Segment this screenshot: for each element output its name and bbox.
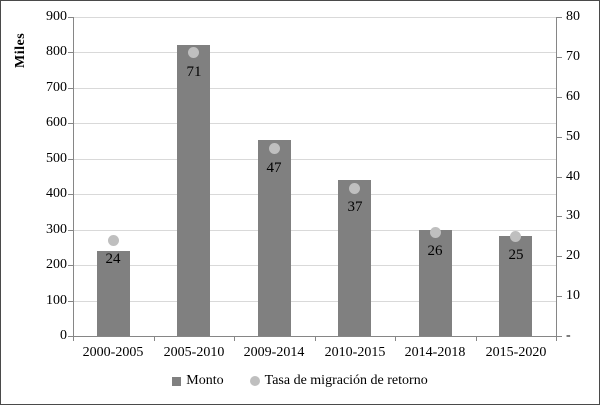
data-label-tasa: 24 xyxy=(105,251,121,267)
gridline xyxy=(73,123,556,124)
legend-circle-marker-icon xyxy=(249,376,260,386)
x-axis-tick xyxy=(234,337,235,341)
left-axis-tick-label: 200 xyxy=(46,257,67,272)
x-axis-tick xyxy=(154,337,155,341)
gridline xyxy=(73,194,556,195)
gridline xyxy=(73,52,556,53)
left-axis-tick-label: 500 xyxy=(46,151,67,166)
left-axis-tick-label: 0 xyxy=(60,328,67,343)
right-axis-tick-label: 50 xyxy=(566,129,580,144)
left-axis-tick-label: 600 xyxy=(46,115,67,130)
right-axis-tick-label: 80 xyxy=(566,9,580,24)
x-axis-category-label: 2010-2015 xyxy=(324,345,386,360)
data-label-tasa: 37 xyxy=(347,199,363,215)
x-axis-tick xyxy=(73,337,74,341)
bar-monto xyxy=(338,180,371,336)
left-axis-tick xyxy=(68,17,73,18)
left-axis-tick xyxy=(68,230,73,231)
right-axis-tick-label: 10 xyxy=(566,288,580,303)
left-axis-tick-label: 800 xyxy=(46,44,67,59)
left-axis-tick-label: 900 xyxy=(46,9,67,24)
x-axis-tick xyxy=(395,337,396,341)
legend-entry: Tasa de migración de retorno xyxy=(249,373,428,389)
gridline xyxy=(73,230,556,231)
left-axis-tick-label: 100 xyxy=(46,293,67,308)
left-axis-tick xyxy=(68,336,73,337)
bar-monto xyxy=(499,236,532,336)
x-axis-tick xyxy=(556,337,557,341)
bar-monto xyxy=(258,140,291,336)
right-axis-tick xyxy=(557,336,562,337)
left-axis-tick xyxy=(68,88,73,89)
right-axis-tick-label: 40 xyxy=(566,169,580,184)
dot-tasa xyxy=(510,231,521,242)
right-axis-tick xyxy=(557,137,562,138)
x-axis-line xyxy=(73,336,557,337)
x-axis-category-label: 2014-2018 xyxy=(404,345,466,360)
legend-label: Tasa de migración de retorno xyxy=(264,373,428,388)
dot-tasa xyxy=(108,235,119,246)
x-axis-category-label: 2005-2010 xyxy=(163,345,225,360)
left-axis-line xyxy=(73,17,74,337)
right-axis-tick xyxy=(557,57,562,58)
gridline xyxy=(73,265,556,266)
gridline xyxy=(73,301,556,302)
dot-tasa xyxy=(269,143,280,154)
bar-monto xyxy=(97,251,130,336)
left-axis-tick xyxy=(68,159,73,160)
left-axis-tick-label: 300 xyxy=(46,222,67,237)
dot-tasa xyxy=(349,183,360,194)
data-label-tasa: 25 xyxy=(508,247,524,263)
x-axis-category-label: 2000-2005 xyxy=(82,345,144,360)
bar-monto xyxy=(177,45,210,336)
left-axis-tick xyxy=(68,194,73,195)
right-axis-tick xyxy=(557,177,562,178)
right-axis-tick xyxy=(557,97,562,98)
left-axis-tick xyxy=(68,265,73,266)
right-axis-line xyxy=(556,17,557,337)
data-label-tasa: 47 xyxy=(266,160,282,176)
bar-monto xyxy=(419,230,452,336)
right-axis-tick-label: - xyxy=(566,328,571,343)
left-axis-tick xyxy=(68,123,73,124)
left-axis-tick xyxy=(68,301,73,302)
data-label-tasa: 71 xyxy=(186,64,202,80)
right-axis-tick xyxy=(557,17,562,18)
left-axis-tick-label: 700 xyxy=(46,80,67,95)
gridline xyxy=(73,159,556,160)
dot-tasa xyxy=(188,47,199,58)
legend: Monto Tasa de migración de retorno xyxy=(1,369,599,393)
data-label-tasa: 26 xyxy=(427,243,443,259)
legend-entry: Monto xyxy=(172,373,224,389)
right-axis-tick xyxy=(557,256,562,257)
x-axis-tick xyxy=(476,337,477,341)
right-axis-tick xyxy=(557,296,562,297)
x-axis-category-label: 2015-2020 xyxy=(485,345,547,360)
right-axis-tick-label: 30 xyxy=(566,208,580,223)
left-axis-tick xyxy=(68,52,73,53)
right-axis-tick xyxy=(557,216,562,217)
x-axis-tick xyxy=(315,337,316,341)
right-axis-tick-label: 60 xyxy=(566,89,580,104)
right-axis-tick-label: 20 xyxy=(566,248,580,263)
x-axis-category-label: 2009-2014 xyxy=(243,345,305,360)
right-axis-tick-label: 70 xyxy=(566,49,580,64)
left-axis-tick-label: 400 xyxy=(46,186,67,201)
legend-label: Monto xyxy=(186,373,224,388)
gridline xyxy=(73,88,556,89)
dot-tasa xyxy=(430,227,441,238)
legend-square-marker-icon xyxy=(172,376,182,386)
gridline xyxy=(73,17,556,18)
